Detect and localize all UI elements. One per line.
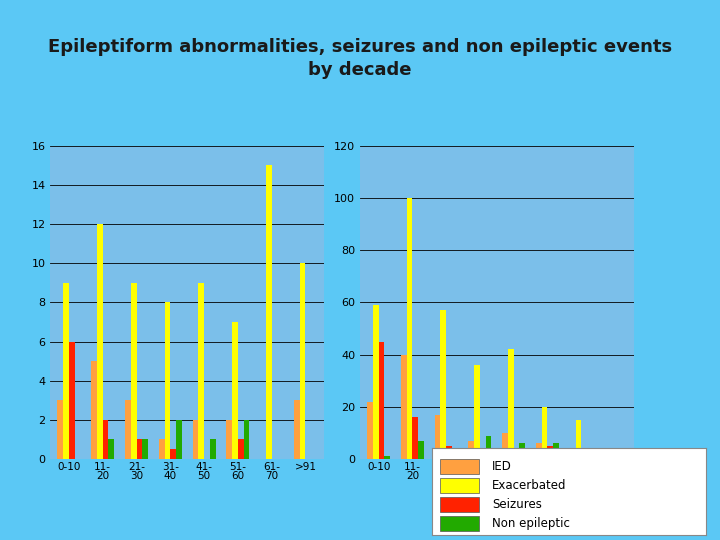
Text: Non epileptic: Non epileptic: [492, 517, 570, 530]
Bar: [103, 420, 109, 459]
Bar: [171, 449, 176, 459]
Bar: [243, 420, 249, 459]
Bar: [603, 454, 609, 459]
Text: IED: IED: [492, 460, 512, 473]
Bar: [418, 441, 424, 459]
Bar: [519, 443, 525, 459]
Bar: [143, 440, 148, 459]
Bar: [109, 440, 114, 459]
Bar: [58, 400, 63, 459]
Bar: [373, 305, 379, 459]
FancyBboxPatch shape: [440, 497, 479, 512]
Bar: [508, 349, 513, 459]
Bar: [193, 420, 198, 459]
Bar: [469, 441, 474, 459]
Bar: [621, 456, 626, 459]
Bar: [367, 402, 373, 459]
Bar: [137, 440, 143, 459]
Bar: [294, 400, 300, 459]
Bar: [452, 449, 458, 459]
FancyBboxPatch shape: [440, 478, 479, 493]
Bar: [384, 456, 390, 459]
Bar: [480, 454, 486, 459]
Bar: [226, 420, 232, 459]
Bar: [69, 342, 75, 459]
FancyBboxPatch shape: [440, 460, 479, 474]
Bar: [553, 443, 559, 459]
Bar: [407, 198, 413, 459]
Bar: [486, 435, 491, 459]
Bar: [300, 263, 305, 459]
Bar: [446, 446, 452, 459]
Bar: [91, 361, 97, 459]
Bar: [547, 446, 553, 459]
Bar: [176, 420, 181, 459]
Bar: [474, 365, 480, 459]
Bar: [63, 283, 69, 459]
Bar: [413, 417, 418, 459]
FancyBboxPatch shape: [440, 516, 479, 531]
Bar: [210, 440, 215, 459]
Bar: [266, 165, 271, 459]
Bar: [503, 433, 508, 459]
Bar: [401, 355, 407, 459]
Bar: [198, 283, 204, 459]
Bar: [159, 440, 165, 459]
Bar: [541, 407, 547, 459]
Bar: [536, 443, 541, 459]
Bar: [131, 283, 137, 459]
Bar: [125, 400, 131, 459]
Bar: [609, 451, 615, 459]
Text: Seizures: Seizures: [492, 498, 542, 511]
Text: Epileptiform abnormalities, seizures and non epileptic events
by decade: Epileptiform abnormalities, seizures and…: [48, 38, 672, 79]
Bar: [575, 420, 581, 459]
Bar: [379, 342, 384, 459]
Bar: [238, 440, 243, 459]
Bar: [232, 322, 238, 459]
Bar: [441, 310, 446, 459]
Bar: [97, 224, 103, 459]
Bar: [435, 415, 441, 459]
Bar: [165, 302, 171, 459]
Text: Exacerbated: Exacerbated: [492, 480, 567, 492]
